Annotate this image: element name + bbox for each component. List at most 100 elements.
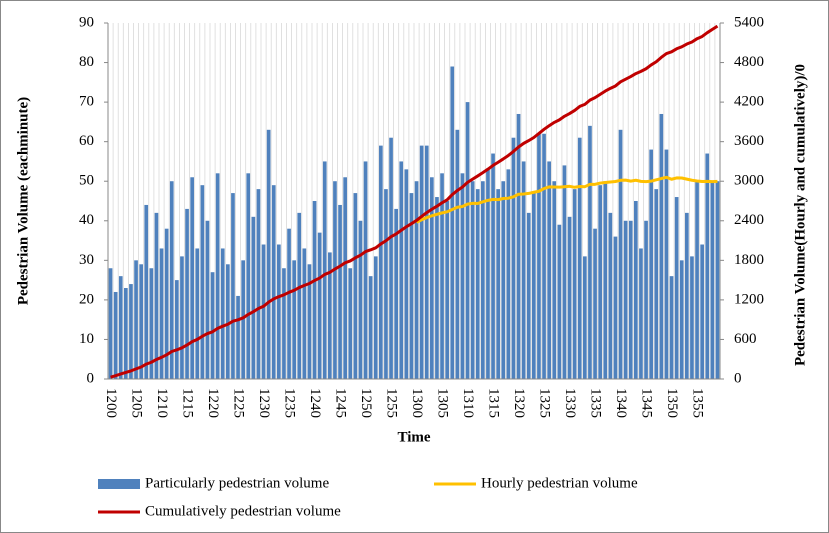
bar xyxy=(312,201,317,379)
bar xyxy=(460,173,465,379)
line xyxy=(415,175,718,224)
y-tick-label: 60 xyxy=(79,133,94,149)
x-tick-label: 1325 xyxy=(537,388,553,418)
bar xyxy=(526,212,531,379)
bar xyxy=(710,181,715,379)
bar xyxy=(251,216,256,379)
bar xyxy=(465,102,470,379)
bar xyxy=(333,181,337,379)
bar xyxy=(450,66,455,379)
bar xyxy=(705,153,710,379)
bar xyxy=(613,236,618,379)
y-tick-label: 10 xyxy=(79,331,94,347)
x-tick-label: 1235 xyxy=(282,388,298,418)
legend-label: Hourly pedestrian volume xyxy=(481,475,638,491)
y2-tick-label: 2400 xyxy=(734,212,764,228)
bar xyxy=(384,189,388,379)
y2-tick-label: 3600 xyxy=(734,133,764,149)
y-tick-label: 40 xyxy=(79,212,94,228)
bar xyxy=(302,248,307,379)
y-tick-label: 90 xyxy=(79,14,94,30)
bar xyxy=(552,181,557,379)
bar xyxy=(317,232,322,379)
bar xyxy=(445,201,449,379)
x-tick-label: 1215 xyxy=(180,388,196,418)
x-tick-label: 1310 xyxy=(460,388,476,418)
bar xyxy=(424,145,429,379)
x-tick-label: 1355 xyxy=(690,388,706,418)
bar xyxy=(226,264,230,379)
bar xyxy=(134,260,138,379)
bar xyxy=(603,181,608,379)
bar xyxy=(159,248,164,379)
line xyxy=(110,24,719,379)
x-tick-label: 1335 xyxy=(588,388,604,418)
bar xyxy=(175,280,179,379)
bar xyxy=(618,129,623,379)
bar xyxy=(266,129,271,379)
x-tick-label: 1255 xyxy=(384,388,400,418)
bar xyxy=(215,173,220,379)
bar xyxy=(220,248,225,379)
bar xyxy=(516,113,521,379)
bar xyxy=(419,145,424,379)
legend-label: Particularly pedestrian volume xyxy=(145,475,329,491)
bar xyxy=(271,185,276,379)
bar xyxy=(297,212,302,379)
bar xyxy=(256,189,261,379)
legend-label: Cumulatively pedestrian volume xyxy=(145,503,341,519)
bar xyxy=(470,181,475,379)
bar xyxy=(231,193,235,379)
bar xyxy=(669,276,674,379)
x-tick-label: 1340 xyxy=(613,388,629,418)
bar xyxy=(695,181,699,379)
bar xyxy=(537,133,541,379)
x-tick-label: 1300 xyxy=(409,388,425,418)
bar xyxy=(292,260,296,379)
legend-swatch xyxy=(98,479,140,489)
bar xyxy=(496,189,500,379)
x-tick-label: 1220 xyxy=(205,388,221,418)
bar xyxy=(328,252,332,379)
bar xyxy=(282,268,286,379)
bar xyxy=(261,244,266,379)
bar xyxy=(639,248,643,379)
bar xyxy=(440,173,444,379)
bar xyxy=(430,177,434,379)
bar xyxy=(307,264,312,379)
bar xyxy=(139,264,143,379)
bar xyxy=(368,276,373,379)
x-axis-title: Time xyxy=(397,429,430,445)
bar xyxy=(685,212,689,379)
bar xyxy=(124,288,128,379)
bar xyxy=(200,185,205,379)
bar xyxy=(164,228,169,379)
bar xyxy=(481,181,485,379)
bar xyxy=(389,137,393,379)
bar xyxy=(532,193,536,379)
bar xyxy=(475,189,480,379)
bar xyxy=(394,208,398,379)
bar xyxy=(404,169,409,379)
bar xyxy=(659,113,664,379)
bar xyxy=(588,125,592,379)
bar xyxy=(598,185,602,379)
x-tick-label: 1205 xyxy=(129,388,145,418)
bar xyxy=(169,181,174,379)
y2-tick-label: 3000 xyxy=(734,173,764,189)
bar xyxy=(547,161,551,379)
bar xyxy=(674,197,679,379)
bar xyxy=(409,193,414,379)
bar xyxy=(108,268,113,379)
bar xyxy=(715,181,720,379)
bar xyxy=(623,220,628,379)
bar xyxy=(118,276,123,379)
y-tick-label: 50 xyxy=(79,173,94,189)
bar xyxy=(379,145,383,379)
bar xyxy=(506,169,511,379)
bar xyxy=(399,161,404,379)
bar xyxy=(577,137,582,379)
bar xyxy=(154,212,159,379)
bar xyxy=(210,272,215,379)
